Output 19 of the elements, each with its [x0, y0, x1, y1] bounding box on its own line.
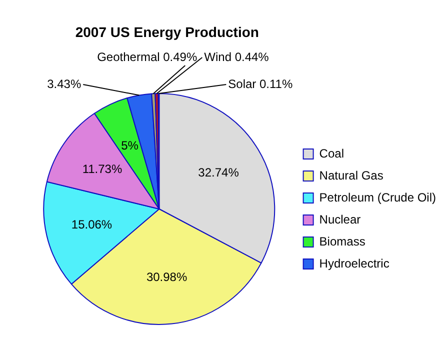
- legend-label: Natural Gas: [319, 168, 384, 182]
- legend-label: Hydroelectric: [319, 256, 390, 270]
- data-label: 0.49%: [163, 50, 198, 64]
- data-label: 0.11%: [259, 76, 293, 91]
- data-label: 15.06%: [71, 217, 112, 232]
- slice-label: Geothermal: [97, 50, 160, 64]
- data-label: 0.44%: [234, 50, 270, 64]
- data-label: 30.98%: [146, 270, 188, 284]
- data-label: 3.43%: [47, 76, 82, 91]
- data-label: 11.73%: [82, 162, 122, 176]
- chart-title: 2007 US Energy Production: [75, 24, 259, 40]
- legend-label: Nuclear: [319, 212, 361, 226]
- legend-label: Petroleum (Crude Oil): [319, 190, 436, 204]
- data-label: 32.74%: [198, 166, 240, 180]
- data-label: 5%: [121, 138, 139, 153]
- slice-label: Solar: [228, 76, 256, 91]
- slice-label: Wind: [204, 50, 232, 64]
- legend-label: Biomass: [319, 234, 366, 248]
- legend-label: Coal: [319, 146, 344, 160]
